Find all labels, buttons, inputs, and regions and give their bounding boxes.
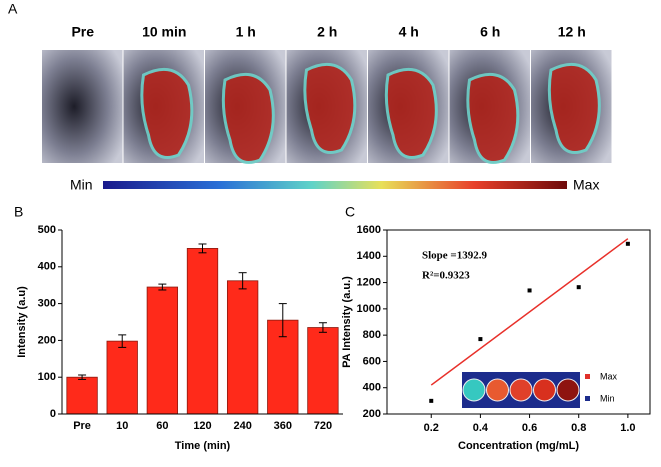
point — [478, 337, 483, 342]
inset-legend-swatch — [585, 396, 590, 401]
x-tick-label: 60 — [156, 420, 168, 432]
x-tick-label: 1.0 — [620, 422, 635, 434]
signal-region — [384, 67, 438, 159]
signal-region — [303, 62, 357, 154]
time-label: 1 h — [236, 24, 256, 40]
bar — [106, 340, 138, 415]
plot-frame — [386, 229, 651, 415]
bar — [146, 286, 179, 415]
x-tick-label: 10 — [116, 420, 128, 432]
x-tick-label: 720 — [314, 420, 332, 432]
x-tick-label: 0.4 — [473, 422, 489, 434]
time-label: 10 min — [142, 24, 186, 40]
signal-region — [466, 72, 520, 164]
bar — [66, 376, 98, 415]
y-tick-label: 600 — [363, 355, 381, 367]
time-label: 12 h — [558, 24, 586, 40]
x-tick-label: 0.6 — [522, 422, 537, 434]
inset-legend-label: Max — [600, 371, 618, 381]
x-axis-label: Time (min) — [175, 440, 231, 452]
y-tick-label: 1600 — [357, 224, 381, 236]
colorbar — [103, 181, 567, 189]
image-frame — [42, 50, 123, 163]
signal-region — [547, 62, 601, 154]
fit-line — [430, 238, 629, 386]
bar — [186, 247, 219, 415]
inset-phantom — [486, 378, 509, 402]
point — [576, 285, 581, 290]
annotation: Slope =1392.9 — [422, 250, 487, 262]
y-tick-label: 0 — [50, 408, 56, 420]
x-tick-label: 0.2 — [424, 422, 439, 434]
point — [429, 398, 434, 403]
inset-phantom — [556, 378, 580, 402]
inset-legend-label: Min — [600, 393, 615, 403]
bar — [226, 280, 259, 415]
point — [625, 241, 630, 246]
inset-phantom — [509, 378, 533, 402]
y-tick-label: 800 — [363, 329, 381, 341]
y-tick-label: 400 — [38, 261, 56, 273]
y-tick-label: 400 — [363, 382, 381, 394]
time-label: 4 h — [399, 24, 419, 40]
y-tick-label: 1000 — [357, 303, 381, 315]
y-tick-label: 300 — [38, 298, 56, 310]
colorbar-max: Max — [573, 177, 599, 193]
signal-region — [221, 72, 275, 164]
time-label: 6 h — [480, 24, 500, 40]
inset-phantom — [533, 378, 556, 402]
point — [527, 288, 532, 293]
signal-region — [140, 67, 194, 159]
x-tick-label: 360 — [274, 420, 292, 432]
panel-label: A — [8, 1, 18, 17]
time-label: 2 h — [317, 24, 337, 40]
time-label: Pre — [71, 24, 94, 40]
y-axis-label: Intensity (a.u) — [16, 286, 28, 358]
y-tick-label: 500 — [38, 224, 56, 236]
x-tick-label: 0.8 — [571, 422, 586, 434]
y-tick-label: 100 — [38, 371, 56, 383]
panel-label: C — [345, 204, 355, 220]
y-tick-label: 200 — [38, 334, 56, 346]
y-tick-label: 1200 — [357, 276, 381, 288]
y-tick-label: 200 — [363, 408, 381, 420]
y-tick-label: 1400 — [357, 250, 381, 262]
bar — [307, 327, 339, 415]
annotation: R²=0.9323 — [422, 270, 470, 282]
x-tick-label: 240 — [233, 420, 251, 432]
inset-legend-swatch — [585, 374, 590, 379]
x-axis-label: Concentration (mg/mL) — [458, 440, 579, 452]
inset-phantom — [462, 378, 486, 402]
x-tick-label: Pre — [73, 420, 91, 432]
panel-label: B — [14, 204, 23, 220]
colorbar-min: Min — [70, 177, 93, 193]
y-axis-label: PA Intensity (a.u.) — [341, 276, 353, 368]
x-tick-label: 120 — [193, 420, 211, 432]
